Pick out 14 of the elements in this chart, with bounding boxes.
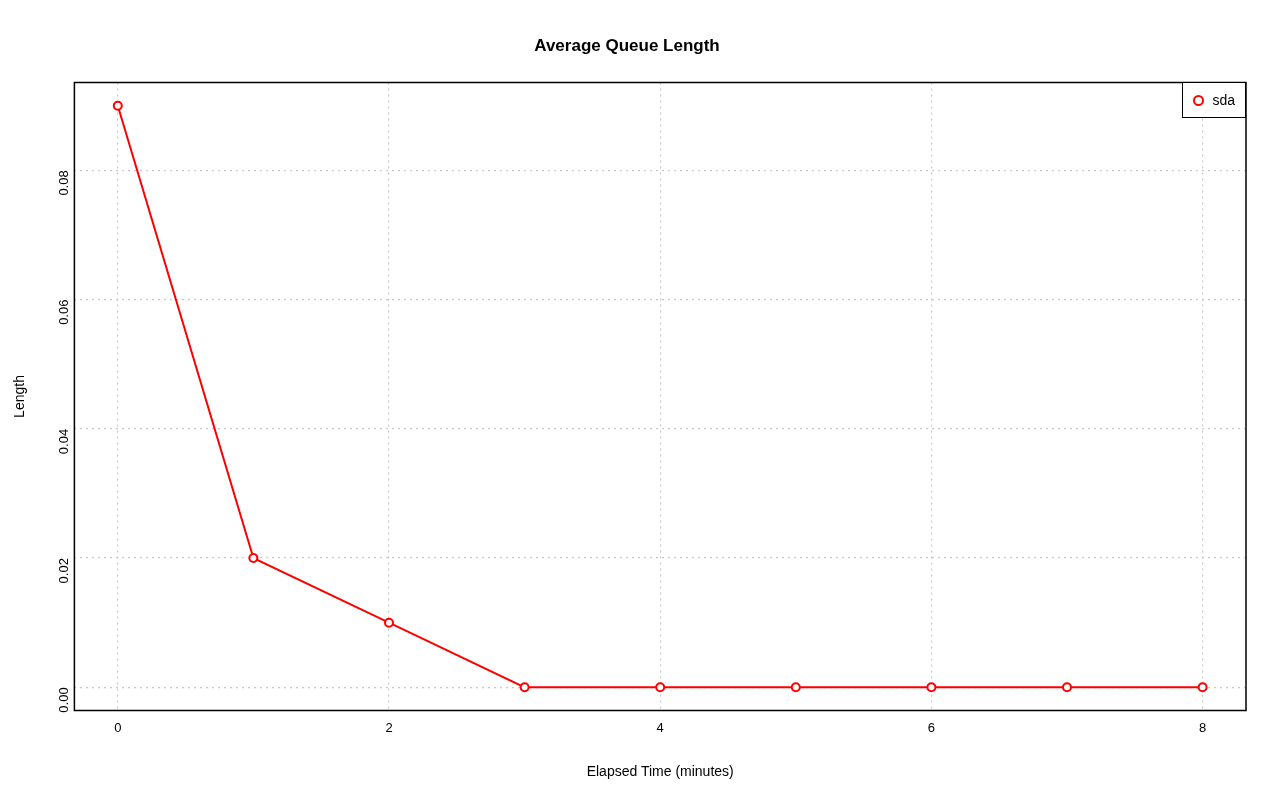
legend-label: sda — [1212, 91, 1235, 111]
y-axis-title: Length — [11, 375, 28, 418]
y-tick-label: 0.04 — [55, 428, 71, 455]
y-tick-label: 0.00 — [55, 687, 71, 713]
x-tick-label: 4 — [656, 719, 664, 735]
y-tick-label: 0.08 — [55, 170, 71, 196]
x-tick-label: 6 — [927, 719, 936, 735]
x-tick-label: 8 — [1198, 719, 1207, 735]
x-axis-title: Elapsed Time (minutes) — [586, 763, 734, 780]
x-tick-label: 2 — [385, 719, 393, 735]
x-tick-label: 0 — [114, 719, 122, 735]
y-tick-label: 0.06 — [55, 299, 71, 325]
chart-title: Average Queue Length — [534, 35, 720, 55]
y-tick-label: 0.02 — [55, 558, 71, 584]
